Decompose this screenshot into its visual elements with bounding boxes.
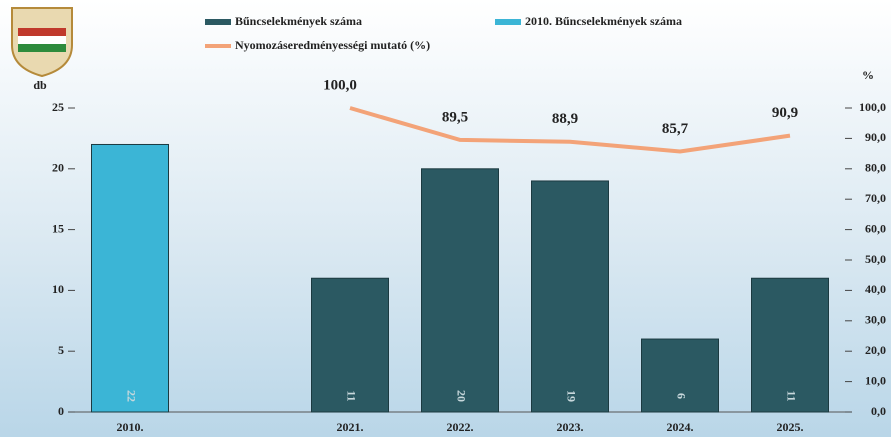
line-value-label: 89,5 [442,109,468,125]
bar-value-label: 22 [124,390,138,402]
y-tick-label: 10 [52,282,64,296]
x-tick-label: 2010. [117,420,144,434]
line-value-label: 90,9 [772,105,798,121]
bar-value-label: 6 [674,393,688,399]
bar-value-label: 11 [344,390,358,401]
y2-tick-label: 10,0 [865,373,886,387]
bar [751,277,829,413]
bar [91,143,169,413]
logo [11,7,73,78]
y2-tick-label: 100,0 [859,100,886,114]
bar-value-label: 20 [454,390,468,402]
y-tick-label: 25 [52,100,64,114]
legend-label: Nyomozáseredményességi mutató (%) [235,38,430,52]
x-tick-label: 2023. [557,420,584,434]
bar [311,277,389,413]
y2-tick-label: 60,0 [865,221,886,235]
bar-value-label: 11 [784,390,798,401]
y2-tick-label: 90,0 [865,130,886,144]
legend-swatch [495,19,521,25]
y2-tick-label: 40,0 [865,282,886,296]
y2-axis-title: % [862,68,874,82]
y2-tick-label: 20,0 [865,343,886,357]
bar [421,168,499,413]
y-axis-title: db [33,78,47,92]
line [349,106,791,154]
x-tick-label: 2021. [337,420,364,434]
legend-label: 2010. Bűncselekmények száma [525,14,682,28]
x-tick-label: 2022. [447,420,474,434]
y2-tick-label: 80,0 [865,161,886,175]
y-tick-label: 5 [58,343,64,357]
legend-swatch [205,19,231,25]
y-tick-label: 0 [58,404,64,418]
bar [531,180,609,413]
y2-tick-label: 50,0 [865,252,886,266]
bar [641,338,719,413]
y2-tick-label: 30,0 [865,313,886,327]
line-value-label: 88,9 [552,111,578,127]
y2-tick-label: 0,0 [871,404,886,418]
y-tick-label: 15 [52,221,64,235]
line-value-label: 85,7 [662,121,689,137]
y-tick-label: 20 [52,161,64,175]
bar-value-label: 19 [564,390,578,402]
x-tick-label: 2025. [777,420,804,434]
y2-tick-label: 70,0 [865,191,886,205]
line-value-label: 100,0 [323,77,357,93]
legend-label: Bűncselekmények száma [235,14,362,28]
x-tick-label: 2024. [667,420,694,434]
